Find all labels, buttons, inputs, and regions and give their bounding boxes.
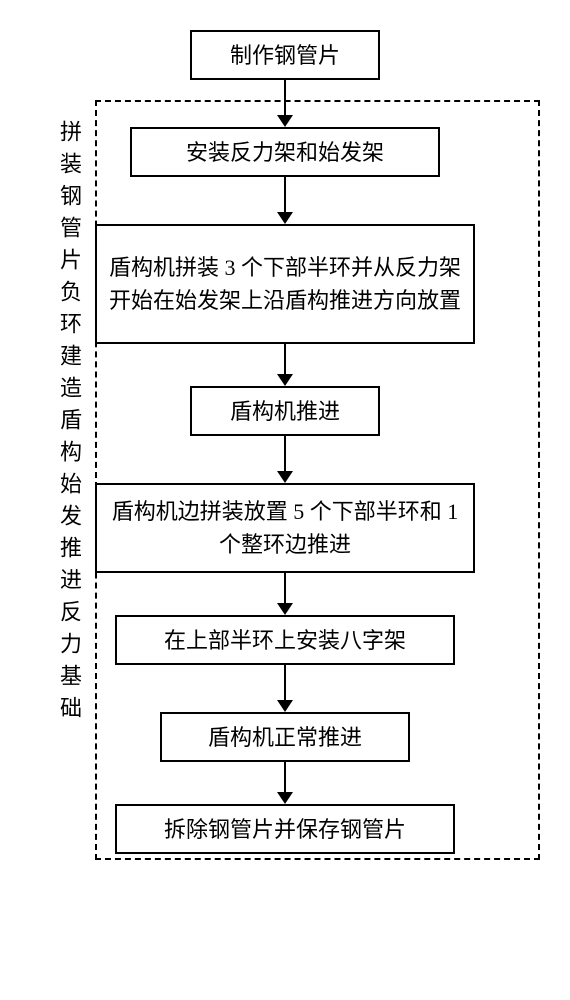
side-label: 拼装钢管片负环建造盾构始发推进反力基础 — [58, 120, 80, 728]
node-text: 制作钢管片 — [230, 39, 340, 72]
dashed-group-border — [95, 100, 540, 860]
flow-node-1: 制作钢管片 — [190, 30, 380, 80]
